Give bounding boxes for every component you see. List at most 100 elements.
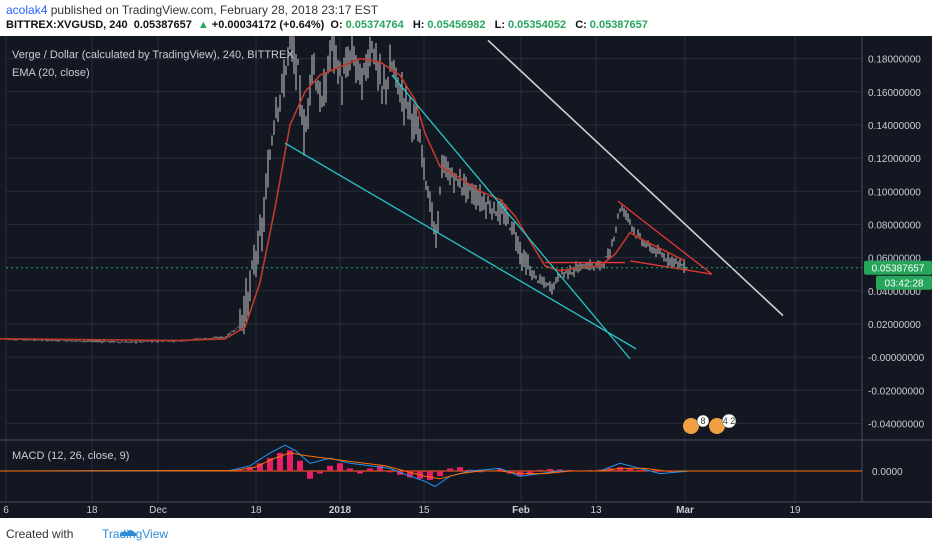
last-price-label: 0.05387657: [872, 264, 925, 275]
macd-bar: [287, 450, 293, 471]
macd-bar: [597, 469, 603, 471]
macd-tick-label: 0.0000: [872, 467, 903, 478]
trendline-1: [391, 74, 631, 360]
macd-bar: [537, 469, 543, 471]
time-tick-label: Feb: [512, 505, 530, 516]
macd-bar: [387, 471, 393, 473]
macd-bar: [557, 469, 563, 471]
macd-bar: [657, 470, 663, 472]
macd-bar: [447, 468, 453, 471]
price-tick-label: 0.12000000: [868, 154, 921, 165]
macd-bar: [467, 469, 473, 471]
tradingview-logo-icon[interactable]: [78, 525, 178, 543]
time-tick-label: 6: [3, 505, 9, 516]
macd-bar: [627, 468, 633, 471]
macd-bar: [347, 468, 353, 471]
price-tick-label: 0.16000000: [868, 88, 921, 99]
macd-bar: [337, 463, 343, 471]
signal-line: [0, 452, 690, 480]
low-value: 0.05354052: [508, 19, 567, 31]
tradingview-link[interactable]: TradingView: [102, 527, 169, 541]
macd-bar: [247, 467, 253, 471]
time-tick-label: Mar: [676, 505, 694, 516]
macd-bar: [567, 469, 573, 471]
macd-legend: MACD (12, 26, close, 9): [12, 450, 129, 462]
macd-bar: [397, 471, 403, 475]
macd-bar: [257, 463, 263, 471]
price-tick-label: -0.02000000: [868, 386, 925, 397]
event-badge-1[interactable]: 8: [683, 414, 710, 434]
chart-header: acolak4 published on TradingView.com, Fe…: [0, 0, 932, 36]
close-value: 0.05387657: [589, 19, 648, 31]
macd-bar: [407, 471, 413, 478]
macd-bar: [367, 468, 373, 471]
trendline-3: [487, 39, 784, 317]
created-with-text: Created with: [6, 527, 74, 541]
macd-bar: [297, 460, 303, 471]
macd-bar: [377, 465, 383, 471]
published-text: published on TradingView.com, February 2…: [50, 3, 379, 17]
price-tick-label: 0.14000000: [868, 121, 921, 132]
grid: [0, 36, 932, 518]
trendline-4: [617, 200, 713, 275]
macd-bar: [457, 467, 463, 471]
macd-bar: [277, 452, 283, 471]
price-chart[interactable]: 0.18000000 0.16000000 0.14000000 0.12000000…: [0, 36, 932, 518]
countdown-label: 03:42:28: [885, 279, 924, 290]
footer: Created with TradingView: [0, 518, 932, 550]
time-tick-label: 2018: [329, 505, 352, 516]
last-price: 0.05387657: [133, 19, 192, 31]
macd-pane: [0, 444, 862, 488]
open-value: 0.05374764: [345, 19, 404, 31]
macd-bar: [477, 471, 483, 473]
event-count-1: 8: [700, 416, 705, 426]
chart-area[interactable]: 0.18000000 0.16000000 0.14000000 0.12000000…: [0, 36, 932, 518]
macd-bar: [437, 471, 443, 477]
author-link[interactable]: acolak4: [6, 3, 48, 17]
close-label: C:: [575, 19, 587, 31]
price-series: [5, 36, 687, 344]
ohlc-line: BITTREX:XVGUSD, 240 0.05387657 ▲ +0.00034…: [6, 19, 654, 31]
macd-bar: [617, 467, 623, 471]
macd-bar: [427, 471, 433, 481]
time-tick-label: 18: [86, 505, 98, 516]
time-axis: 6 18 Dec 18 2018 15 Feb 13 Mar 19: [3, 505, 801, 516]
price-tick-label: 0.02000000: [868, 320, 921, 331]
publish-line: acolak4 published on TradingView.com, Fe…: [6, 3, 378, 17]
macd-bar: [547, 468, 553, 471]
price-change: +0.00034172 (+0.64%): [211, 19, 325, 31]
event-count-2: 4 2: [723, 416, 736, 426]
event-badge-2[interactable]: 4 2: [709, 413, 737, 434]
up-arrow-icon: ▲: [197, 19, 209, 31]
time-tick-label: 13: [590, 505, 602, 516]
price-tick-label: 0.04000000: [868, 287, 921, 298]
macd-bar: [237, 469, 243, 471]
macd-bar: [267, 458, 273, 471]
trendlines: [284, 39, 784, 360]
macd-bar: [497, 468, 503, 471]
price-tick-label: 0.18000000: [868, 55, 921, 66]
price-tick-label: 0.10000000: [868, 187, 921, 198]
macd-bar: [357, 471, 363, 474]
price-tick-label: -0.00000000: [868, 353, 925, 364]
chart-title: Verge / Dollar (calculated by TradingVie…: [12, 49, 294, 61]
flag-icon: [709, 418, 725, 434]
ema-legend: EMA (20, close): [12, 67, 90, 79]
macd-bar: [637, 469, 643, 471]
macd-bar: [307, 471, 313, 479]
price-tick-label: -0.04000000: [868, 419, 925, 430]
macd-bar: [317, 471, 323, 474]
open-label: O:: [330, 19, 343, 31]
price-scale: 0.18000000 0.16000000 0.14000000 0.12000000…: [868, 55, 925, 431]
macd-bar: [327, 465, 333, 471]
trendline-2: [284, 142, 637, 350]
high-value: 0.05456982: [427, 19, 486, 31]
price-tick-label: 0.06000000: [868, 254, 921, 265]
high-label: H:: [412, 19, 425, 31]
symbol-label: BITTREX:XVGUSD, 240: [6, 19, 128, 31]
macd-bar: [527, 471, 533, 475]
time-tick-label: 18: [250, 505, 262, 516]
last-price-badge: 0.05387657 03:42:28: [864, 260, 932, 290]
low-label: L:: [494, 19, 505, 31]
time-tick-label: Dec: [149, 505, 167, 516]
